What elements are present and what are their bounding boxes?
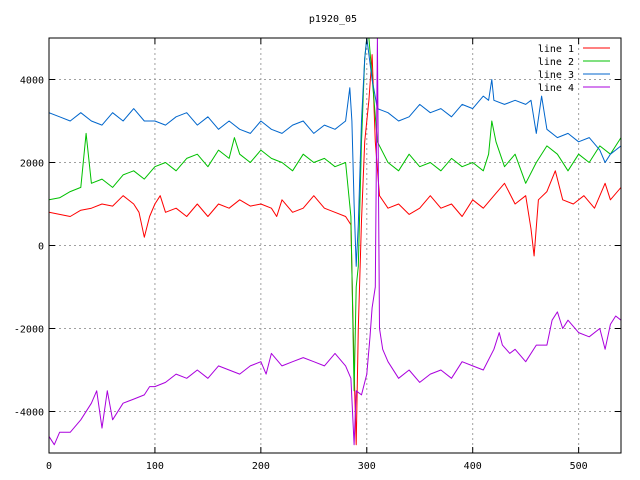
chart-title: p1920_05: [309, 14, 357, 25]
legend-label: line 1: [538, 44, 574, 55]
y-tick-label: 2000: [20, 159, 44, 170]
x-tick-label: 400: [464, 461, 482, 472]
legend-label: line 4: [538, 83, 574, 94]
x-tick-label: 0: [46, 461, 52, 472]
series-layer: [49, 38, 621, 446]
series-line-1: [49, 54, 621, 446]
legend-label: line 3: [538, 70, 574, 81]
series-line-2: [49, 38, 621, 392]
series-line-3: [49, 38, 621, 267]
legend-label: line 2: [538, 57, 574, 68]
y-tick-label: 0: [38, 242, 44, 253]
axis-ticks: 0 100 200 300 400 500 -4000 -2000 0 2000 4000: [14, 38, 621, 472]
y-tick-label: -2000: [14, 325, 44, 336]
x-tick-label: 300: [358, 461, 376, 472]
grid: [49, 38, 621, 453]
x-tick-label: 100: [146, 461, 164, 472]
y-tick-label: -4000: [14, 408, 44, 419]
y-tick-label: 4000: [20, 76, 44, 87]
legend: line 1 line 2 line 3 line 4: [538, 44, 610, 94]
x-tick-label: 200: [252, 461, 270, 472]
series-line-4: [49, 38, 621, 446]
x-tick-label: 500: [570, 461, 588, 472]
